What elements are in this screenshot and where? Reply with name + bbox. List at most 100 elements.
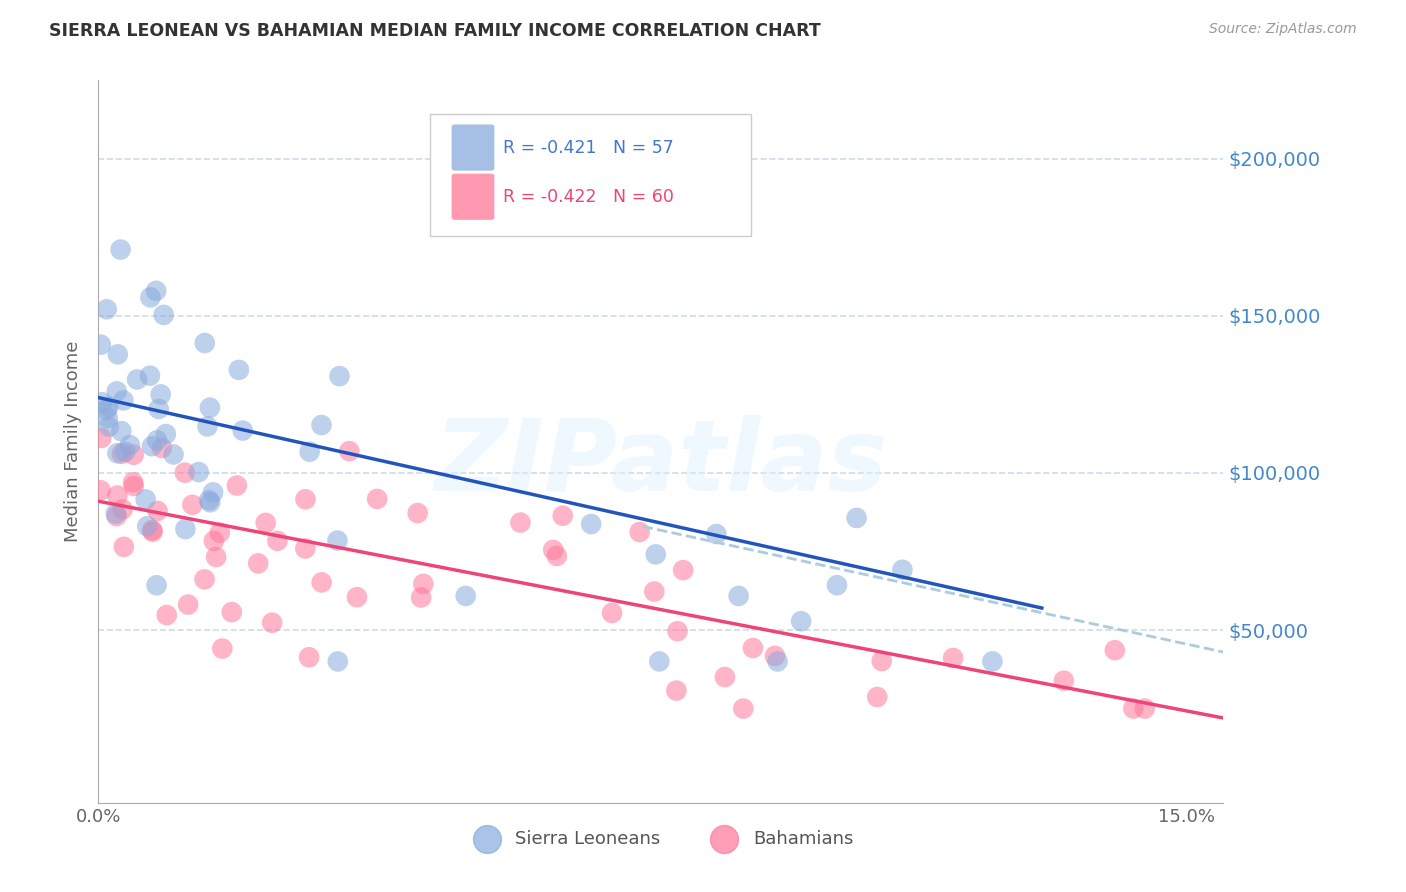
- Point: [105, 384, 128, 399]
- Text: R = -0.421   N = 57: R = -0.421 N = 57: [503, 138, 673, 157]
- Point: [118, 438, 141, 452]
- Point: [412, 577, 434, 591]
- Point: [162, 448, 184, 462]
- Point: [111, 502, 134, 516]
- Point: [104, 507, 127, 521]
- FancyBboxPatch shape: [451, 125, 495, 170]
- Point: [741, 640, 763, 655]
- Point: [110, 243, 132, 257]
- Point: [97, 400, 120, 414]
- Text: ZIPatlas: ZIPatlas: [434, 415, 887, 512]
- Point: [202, 485, 225, 500]
- Text: Source: ZipAtlas.com: Source: ZipAtlas.com: [1209, 22, 1357, 37]
- FancyBboxPatch shape: [430, 114, 751, 235]
- Point: [337, 444, 360, 458]
- Point: [644, 548, 666, 562]
- Point: [328, 369, 350, 384]
- Point: [205, 549, 228, 564]
- Point: [942, 651, 965, 665]
- Point: [706, 527, 728, 541]
- Point: [114, 444, 136, 458]
- Point: [311, 417, 333, 432]
- Point: [551, 508, 574, 523]
- Point: [225, 478, 247, 492]
- Point: [294, 492, 316, 507]
- Point: [91, 395, 114, 409]
- Point: [127, 372, 149, 386]
- Point: [105, 446, 128, 460]
- Point: [891, 563, 914, 577]
- Point: [141, 523, 163, 537]
- Point: [628, 524, 651, 539]
- Point: [198, 401, 221, 415]
- Point: [346, 590, 368, 604]
- Point: [145, 284, 167, 298]
- Point: [173, 466, 195, 480]
- Point: [142, 524, 165, 539]
- Point: [648, 655, 671, 669]
- Point: [509, 516, 531, 530]
- Point: [866, 690, 889, 704]
- Point: [326, 655, 349, 669]
- Point: [294, 541, 316, 556]
- Point: [727, 589, 749, 603]
- Point: [202, 533, 225, 548]
- Point: [105, 489, 128, 503]
- Point: [193, 572, 215, 586]
- Point: [197, 419, 219, 434]
- Point: [139, 368, 162, 383]
- Point: [546, 549, 568, 563]
- Point: [97, 419, 120, 434]
- Point: [1122, 701, 1144, 715]
- Point: [174, 522, 197, 536]
- Point: [200, 495, 222, 509]
- Point: [1133, 701, 1156, 715]
- Point: [122, 479, 145, 493]
- Point: [266, 533, 288, 548]
- Point: [150, 441, 173, 455]
- Point: [232, 424, 254, 438]
- Point: [110, 424, 132, 438]
- Point: [665, 683, 688, 698]
- Point: [666, 624, 689, 639]
- Point: [135, 492, 157, 507]
- Point: [211, 641, 233, 656]
- Point: [366, 491, 388, 506]
- Point: [298, 650, 321, 665]
- Point: [198, 493, 221, 508]
- Y-axis label: Median Family Income: Median Family Income: [65, 341, 83, 542]
- Point: [194, 336, 217, 351]
- Text: SIERRA LEONEAN VS BAHAMIAN MEDIAN FAMILY INCOME CORRELATION CHART: SIERRA LEONEAN VS BAHAMIAN MEDIAN FAMILY…: [49, 22, 821, 40]
- FancyBboxPatch shape: [451, 174, 495, 219]
- Point: [228, 363, 250, 377]
- Point: [112, 540, 135, 554]
- Text: R = -0.422   N = 60: R = -0.422 N = 60: [503, 187, 675, 206]
- Point: [146, 434, 169, 448]
- Point: [247, 557, 270, 571]
- Point: [112, 393, 135, 408]
- Point: [541, 543, 564, 558]
- Point: [763, 648, 786, 663]
- Point: [766, 655, 789, 669]
- Point: [181, 498, 204, 512]
- Point: [141, 439, 163, 453]
- Point: [177, 598, 200, 612]
- Point: [187, 465, 209, 479]
- Point: [1104, 643, 1126, 657]
- Point: [122, 475, 145, 490]
- Point: [111, 447, 134, 461]
- Point: [149, 387, 172, 401]
- Point: [96, 403, 118, 417]
- Point: [714, 670, 737, 684]
- Point: [845, 511, 868, 525]
- Point: [145, 578, 167, 592]
- Point: [122, 448, 145, 462]
- Point: [155, 427, 177, 442]
- Point: [1053, 673, 1076, 688]
- Point: [254, 516, 277, 530]
- Legend: Sierra Leoneans, Bahamians: Sierra Leoneans, Bahamians: [461, 822, 860, 855]
- Point: [643, 584, 665, 599]
- Point: [90, 337, 112, 351]
- Point: [208, 525, 231, 540]
- Point: [454, 589, 477, 603]
